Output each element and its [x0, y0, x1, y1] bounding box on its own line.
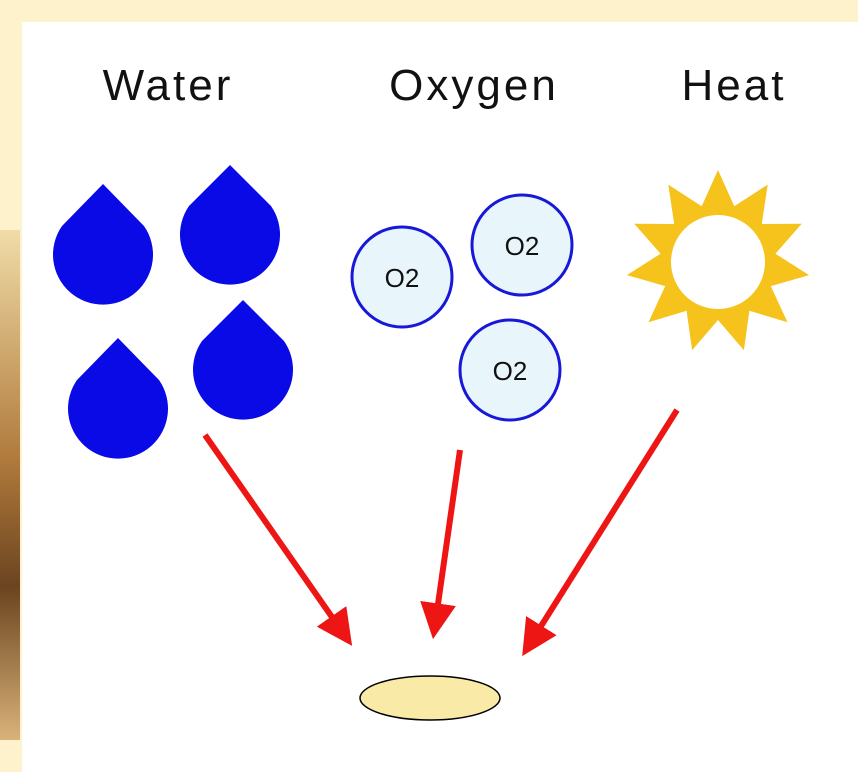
heading-oxygen: Oxygen — [389, 61, 559, 110]
molecule-label: O2 — [493, 356, 528, 386]
edge-image — [0, 230, 20, 740]
molecule-label: O2 — [385, 263, 420, 293]
molecule-label: O2 — [505, 231, 540, 261]
seed — [360, 676, 500, 720]
diagram: Water Oxygen Heat O2 O2 O2 — [0, 0, 858, 772]
heading-heat: Heat — [682, 61, 787, 110]
page: {"headings": ["Water", "Oxygen", "Heat"]… — [0, 0, 858, 772]
heading-water: Water — [103, 61, 234, 110]
sun-core — [671, 215, 765, 309]
